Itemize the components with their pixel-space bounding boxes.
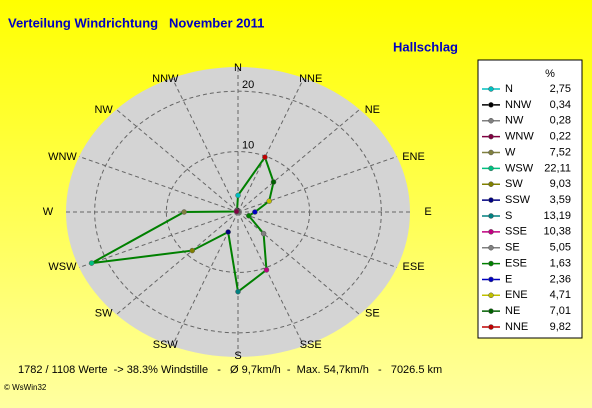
point: [246, 213, 252, 219]
legend-name: NNW: [505, 99, 532, 111]
legend-value: 0,22: [550, 131, 571, 143]
legend-name: WNW: [505, 131, 534, 143]
point: [262, 154, 268, 160]
spoke: [78, 211, 239, 268]
legend-name: E: [505, 273, 512, 285]
direction-label: ESE: [403, 261, 425, 273]
direction-label: N: [234, 62, 242, 74]
legend-name: NE: [505, 305, 520, 317]
legend-value: 10,38: [543, 226, 571, 238]
direction-label: NNW: [152, 73, 179, 85]
legend-name: SW: [505, 178, 523, 190]
legend-name: ESE: [505, 257, 527, 269]
legend-marker: [488, 324, 494, 330]
legend-name: NW: [505, 115, 524, 127]
point: [260, 230, 267, 237]
legend-name: WSW: [505, 162, 534, 174]
legend-name: SE: [505, 242, 520, 254]
point: [189, 247, 195, 254]
legend-value: 4,71: [550, 289, 571, 301]
direction-label: NNE: [299, 73, 322, 85]
legend-value: 5,05: [550, 242, 571, 254]
point: [270, 179, 277, 185]
legend-value: 1,63: [550, 257, 571, 269]
direction-label: W: [43, 206, 54, 218]
spoke: [237, 109, 360, 213]
spoke: [116, 109, 239, 213]
legend-box: [477, 59, 583, 339]
point: [235, 192, 241, 199]
point: [252, 209, 258, 215]
point: [88, 260, 95, 266]
chart-title: Verteilung Windrichtung November 2011: [8, 15, 264, 30]
legend-value: 9,03: [550, 178, 571, 190]
spoke: [78, 156, 239, 213]
spoke: [237, 211, 398, 268]
r-tick-label: 10: [242, 139, 254, 151]
direction-label: SE: [365, 308, 380, 320]
legend-value: 0,34: [550, 99, 571, 111]
direction-label: SW: [95, 308, 113, 320]
legend-marker: [488, 181, 494, 187]
legend-marker: [488, 197, 494, 203]
point: [233, 208, 240, 215]
spoke: [237, 211, 360, 315]
legend-name: SSE: [505, 226, 527, 238]
chart-subtitle: Hallschlag: [393, 39, 458, 54]
legend-value: 9,82: [550, 321, 571, 333]
point: [235, 288, 241, 295]
legend-marker: [488, 292, 494, 299]
point: [266, 198, 272, 204]
legend-marker: [488, 260, 494, 267]
footer: 1782 / 1108 Werte -> 38.3% Windstille - …: [18, 364, 442, 376]
direction-label: NE: [365, 104, 380, 116]
legend-marker: [488, 276, 494, 283]
legend-value: 7,01: [550, 305, 571, 317]
legend-marker: [488, 86, 494, 92]
legend-value: 2,75: [550, 83, 571, 95]
legend-marker: [488, 102, 494, 108]
legend-marker: [488, 213, 494, 219]
legend-marker: [488, 165, 494, 172]
point: [263, 267, 270, 273]
direction-label: S: [234, 350, 241, 362]
legend-marker: [488, 149, 494, 156]
legend-value: 13,19: [543, 210, 571, 222]
spoke: [237, 211, 305, 347]
credit: © WsWin32: [4, 383, 47, 392]
direction-label: NW: [94, 104, 113, 116]
spoke: [237, 77, 305, 213]
legend-value: 7,52: [550, 146, 571, 158]
legend-marker: [488, 133, 494, 140]
direction-label: WNW: [48, 151, 77, 163]
legend-value: 0,28: [550, 115, 571, 127]
direction-label: WSW: [48, 261, 77, 273]
legend-name: W: [505, 146, 516, 158]
spoke: [237, 156, 398, 213]
r-tick-label: 20: [242, 79, 254, 91]
spoke: [171, 77, 239, 213]
point: [225, 229, 231, 235]
direction-label: SSE: [300, 339, 322, 351]
legend-marker: [488, 229, 494, 235]
legend-header: %: [545, 68, 555, 80]
legend-name: N: [505, 83, 513, 95]
legend-value: 22,11: [544, 162, 571, 174]
legend-marker: [488, 308, 494, 314]
legend-value: 2,36: [550, 273, 571, 285]
direction-label: SSW: [153, 339, 179, 351]
legend-marker: [488, 117, 494, 124]
legend-marker: [488, 244, 494, 251]
legend-name: ENE: [505, 289, 528, 301]
spoke: [116, 211, 239, 315]
legend-name: SSW: [505, 194, 531, 206]
legend-value: 3,59: [550, 194, 571, 206]
direction-label: ENE: [402, 151, 425, 163]
direction-label: E: [424, 206, 431, 218]
legend-name: NNE: [505, 321, 528, 333]
point: [181, 209, 187, 215]
legend-name: S: [505, 210, 512, 222]
